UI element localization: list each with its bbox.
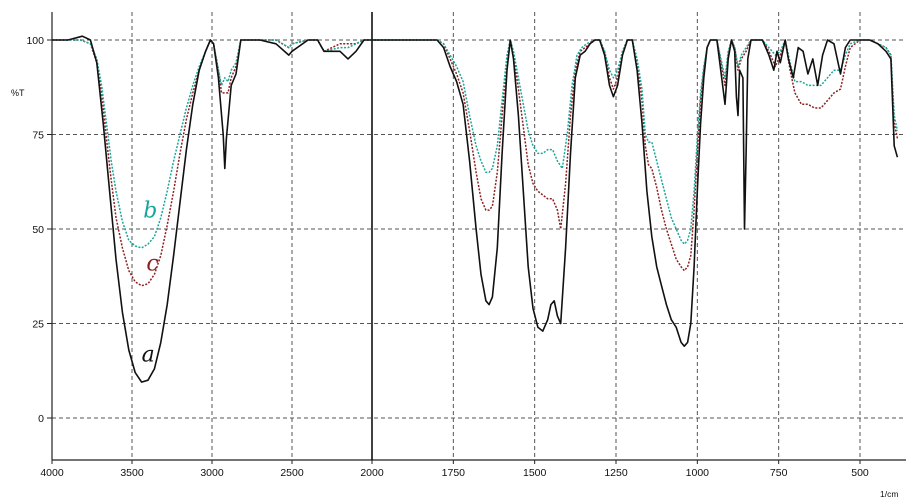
- tick-labels: 4000 3500 3000 2500 2000 1750 1500 1250 1000 750 5…: [26, 35, 868, 479]
- y-tick-label: 50: [32, 224, 44, 236]
- x-tick-label: 1000: [686, 467, 710, 479]
- y-tick-label: 100: [26, 35, 44, 47]
- series-labels: c b a: [142, 199, 159, 368]
- x-tick-label: 2500: [280, 467, 304, 479]
- y-tick-label: 0: [38, 413, 44, 425]
- x-tick-label: 3000: [200, 467, 224, 479]
- series-line-c: [52, 39, 899, 287]
- series-label-a: a: [142, 342, 155, 367]
- y-tick-label: 75: [32, 130, 44, 142]
- x-tick-label: 500: [851, 467, 869, 479]
- grid: [52, 12, 906, 460]
- x-axis-unit: 1/cm: [880, 489, 898, 499]
- series-label-b: b: [143, 199, 157, 224]
- series-line-a: [52, 35, 899, 383]
- x-tick-label: 1500: [523, 467, 547, 479]
- x-tick-label: 2000: [360, 467, 384, 479]
- series-label-c: c: [146, 252, 158, 277]
- x-tick-label: 1750: [442, 467, 466, 479]
- x-tick-label: 750: [770, 467, 788, 479]
- axes: [47, 12, 906, 464]
- series-lines: [52, 35, 899, 383]
- x-tick-label: 4000: [40, 467, 64, 479]
- y-axis-label: %T: [11, 88, 25, 98]
- x-tick-label: 3500: [120, 467, 144, 479]
- y-tick-label: 25: [32, 319, 44, 331]
- x-tick-label: 1250: [604, 467, 628, 479]
